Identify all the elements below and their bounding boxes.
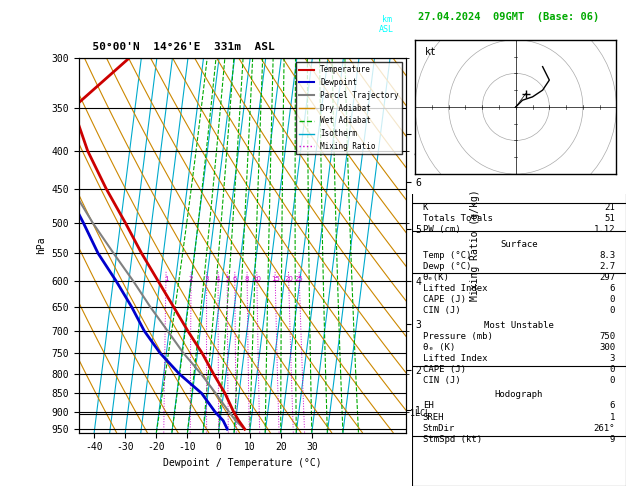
Text: 261°: 261°	[594, 424, 615, 433]
Text: 2: 2	[189, 276, 193, 282]
Text: Lifted Index: Lifted Index	[423, 354, 487, 363]
Text: 0: 0	[610, 306, 615, 315]
Text: 0: 0	[610, 295, 615, 304]
Text: Pressure (mb): Pressure (mb)	[423, 331, 493, 341]
Text: 8: 8	[245, 276, 249, 282]
Text: 300: 300	[599, 343, 615, 352]
Text: Surface: Surface	[500, 240, 538, 249]
Text: θₑ (K): θₑ (K)	[423, 343, 455, 352]
Text: PW (cm): PW (cm)	[423, 226, 460, 234]
Text: 8.3: 8.3	[599, 251, 615, 260]
Text: 1LCL: 1LCL	[409, 409, 430, 418]
Text: 6: 6	[610, 401, 615, 411]
Text: CAPE (J): CAPE (J)	[423, 365, 465, 374]
Y-axis label: hPa: hPa	[36, 237, 46, 254]
X-axis label: Dewpoint / Temperature (°C): Dewpoint / Temperature (°C)	[163, 458, 321, 468]
Text: 20: 20	[284, 276, 293, 282]
Text: 0: 0	[610, 365, 615, 374]
Text: Hodograph: Hodograph	[495, 390, 543, 399]
Text: K: K	[423, 203, 428, 212]
Text: Totals Totals: Totals Totals	[423, 214, 493, 223]
Text: 1: 1	[610, 413, 615, 421]
Text: StmSpd (kt): StmSpd (kt)	[423, 435, 482, 444]
Text: 10: 10	[252, 276, 262, 282]
Text: CIN (J): CIN (J)	[423, 376, 460, 385]
Text: 3: 3	[204, 276, 209, 282]
Text: Most Unstable: Most Unstable	[484, 321, 554, 330]
Text: 6: 6	[233, 276, 237, 282]
Text: 5: 5	[225, 276, 230, 282]
Text: 15: 15	[270, 276, 280, 282]
Text: 297: 297	[599, 273, 615, 282]
Text: 750: 750	[599, 331, 615, 341]
Text: θₑ(K): θₑ(K)	[423, 273, 450, 282]
Text: 9: 9	[610, 435, 615, 444]
Text: EH: EH	[423, 401, 433, 411]
Text: SREH: SREH	[423, 413, 444, 421]
Text: kt: kt	[425, 47, 437, 56]
Text: 6: 6	[610, 284, 615, 293]
Text: CAPE (J): CAPE (J)	[423, 295, 465, 304]
Y-axis label: Mixing Ratio (g/kg): Mixing Ratio (g/kg)	[469, 190, 479, 301]
Text: km
ASL: km ASL	[379, 15, 394, 34]
Text: CIN (J): CIN (J)	[423, 306, 460, 315]
Text: 27.04.2024  09GMT  (Base: 06): 27.04.2024 09GMT (Base: 06)	[418, 12, 599, 22]
Text: 1: 1	[164, 276, 168, 282]
Legend: Temperature, Dewpoint, Parcel Trajectory, Dry Adiabat, Wet Adiabat, Isotherm, Mi: Temperature, Dewpoint, Parcel Trajectory…	[296, 62, 402, 154]
Text: 4: 4	[216, 276, 220, 282]
Text: Lifted Index: Lifted Index	[423, 284, 487, 293]
Text: 21: 21	[604, 203, 615, 212]
Text: 25: 25	[295, 276, 304, 282]
Text: 51: 51	[604, 214, 615, 223]
Text: Dewp (°C): Dewp (°C)	[423, 262, 471, 271]
Text: StmDir: StmDir	[423, 424, 455, 433]
Text: 2.7: 2.7	[599, 262, 615, 271]
Text: 1.12: 1.12	[594, 226, 615, 234]
Text: 0: 0	[610, 376, 615, 385]
Text: Temp (°C): Temp (°C)	[423, 251, 471, 260]
Text: 3: 3	[610, 354, 615, 363]
Text: 50°00'N  14°26'E  331m  ASL: 50°00'N 14°26'E 331m ASL	[79, 42, 274, 52]
